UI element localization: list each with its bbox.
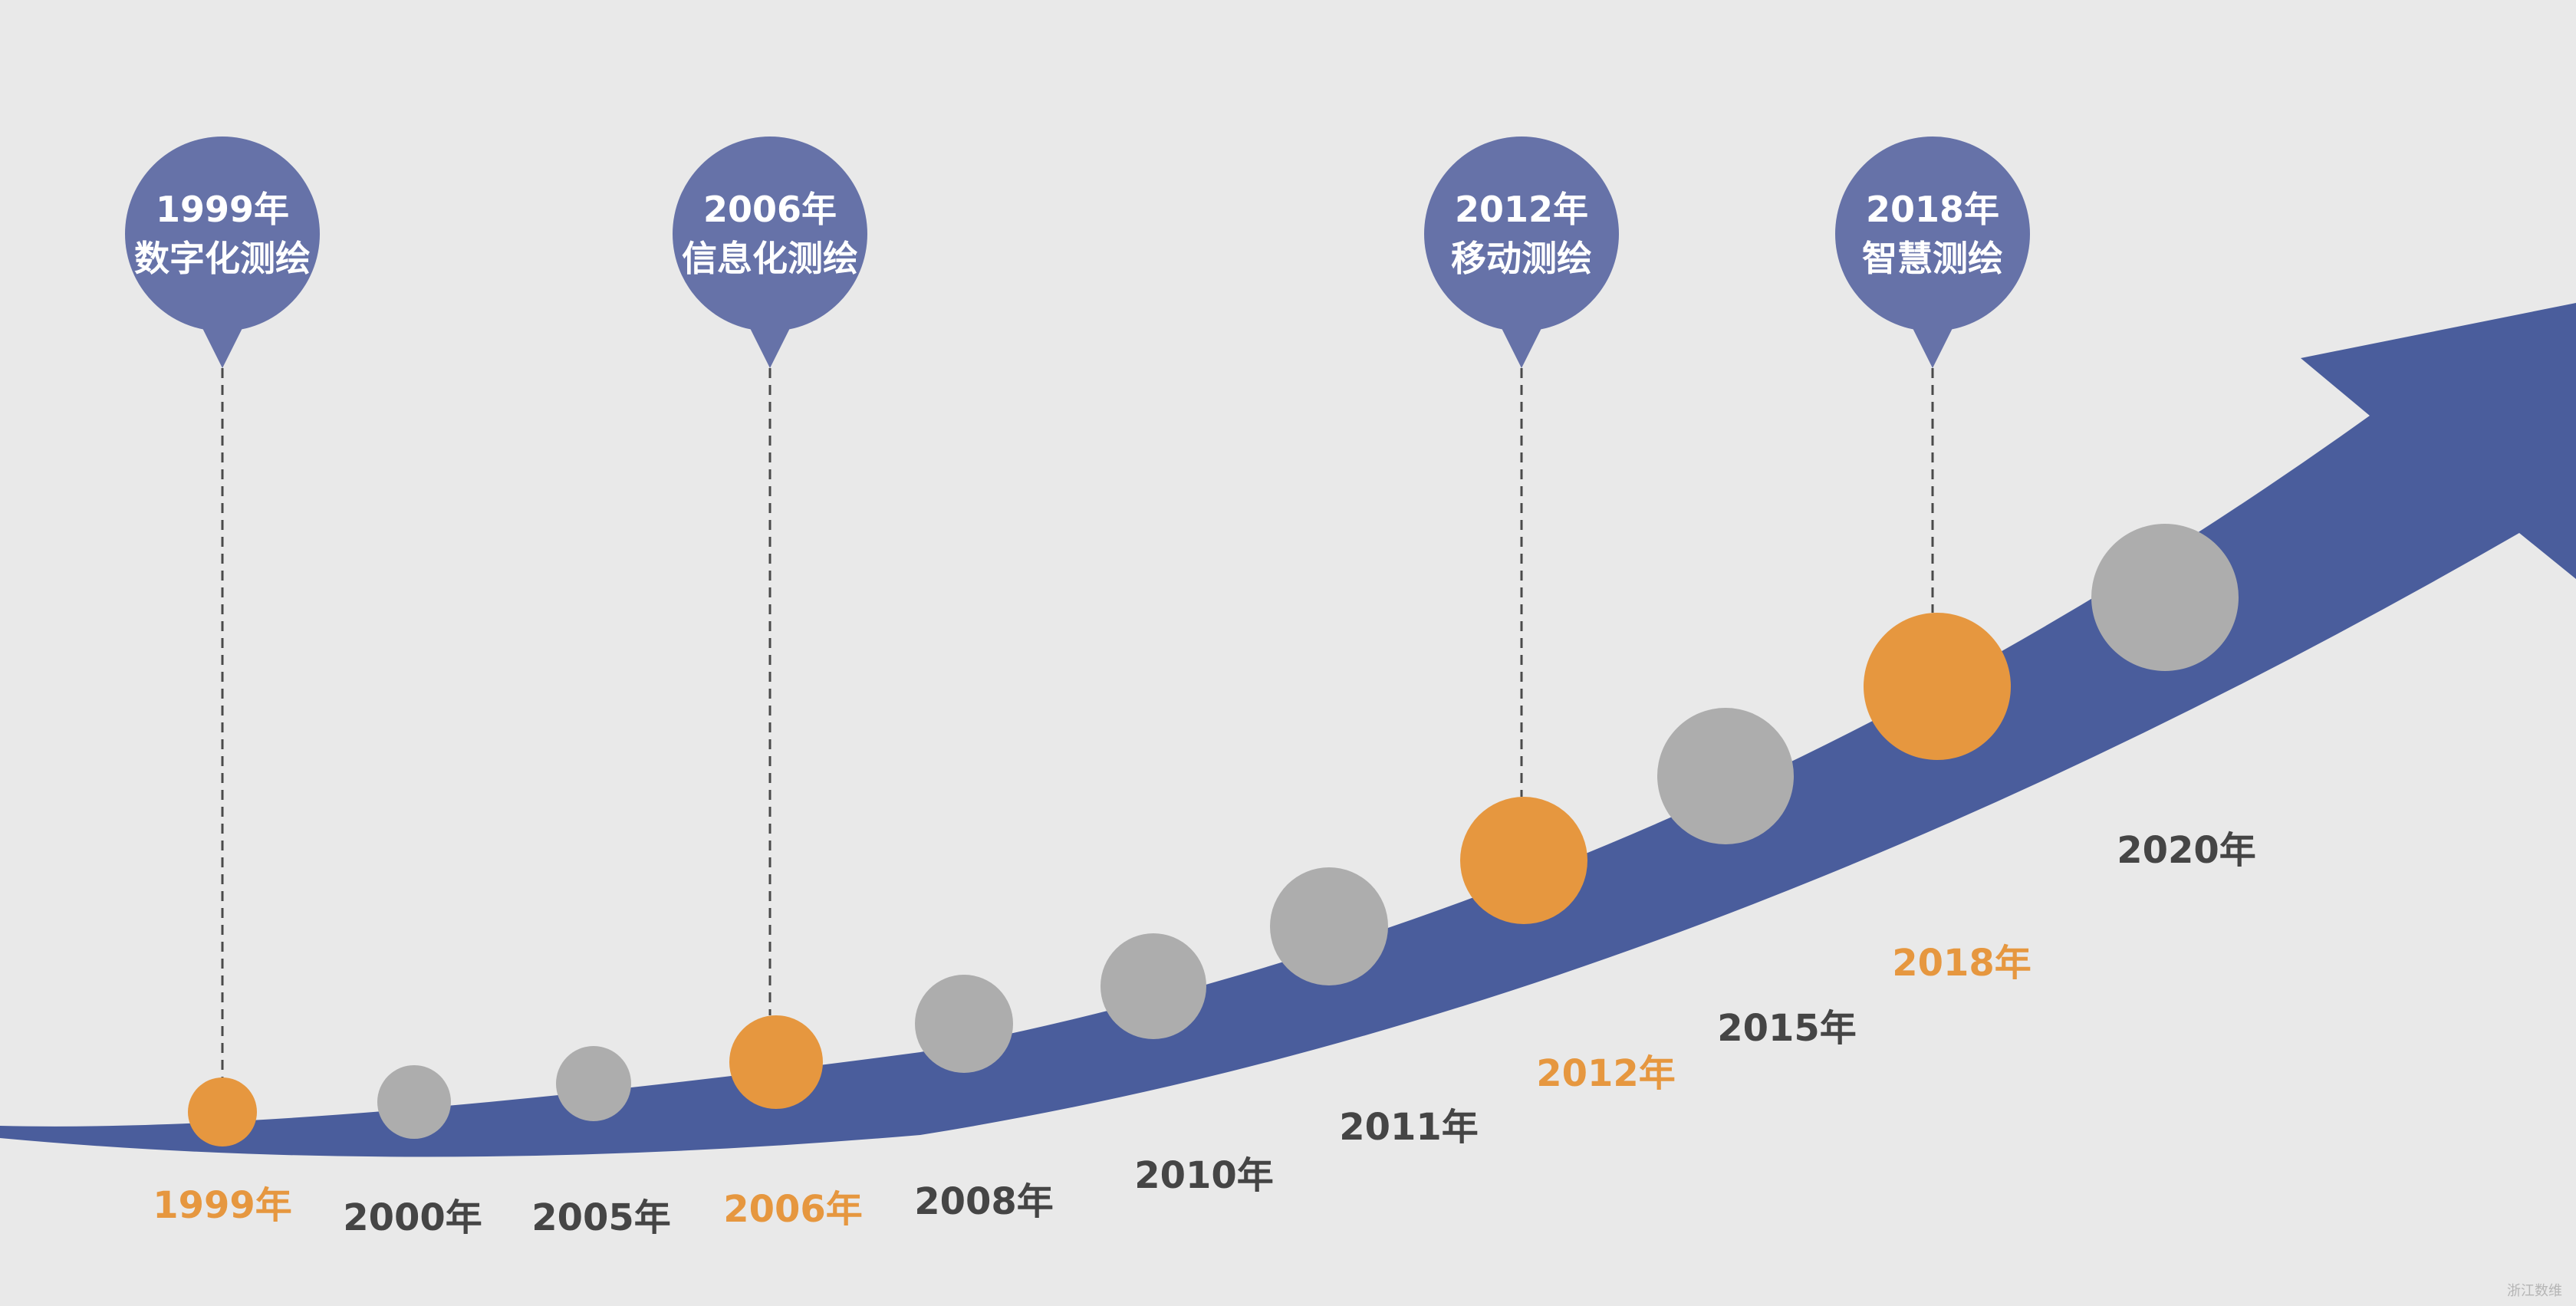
milestone-title: 数字化测绘 (134, 238, 311, 279)
timeline-dot-6 (1100, 933, 1206, 1039)
year-label: 2006年 (723, 1188, 863, 1231)
timeline-dot-5 (915, 975, 1013, 1073)
milestone-title: 智慧测绘 (1862, 238, 2003, 279)
watermark: 浙江数维 (2507, 1283, 2562, 1299)
milestone-pin (125, 137, 320, 331)
milestone-year: 2006年 (702, 189, 837, 230)
year-label: 2000年 (343, 1196, 482, 1239)
timeline-dot-8 (1460, 797, 1587, 924)
milestone-title: 信息化测绘 (682, 238, 858, 279)
milestone-year: 2012年 (1454, 189, 1589, 230)
milestone-year: 2018年 (1865, 189, 2000, 230)
year-label: 2018年 (1892, 942, 2032, 985)
year-label: 2008年 (914, 1180, 1054, 1223)
milestone-pin (1835, 137, 2030, 331)
milestone-pin-pointer (199, 322, 245, 368)
milestone-title: 移动测绘 (1451, 238, 1592, 279)
growth-arrow (0, 303, 2576, 1157)
milestone-text: 2018年智慧测绘 (1862, 185, 2003, 283)
year-label: 2012年 (1536, 1052, 1676, 1095)
milestone-pin-pointer (1499, 322, 1545, 368)
timeline-dot-4 (729, 1015, 823, 1109)
year-label: 2010年 (1134, 1154, 1274, 1197)
milestone-pin (673, 137, 867, 331)
year-label: 2020年 (2117, 829, 2256, 872)
timeline-dot-7 (1270, 867, 1388, 985)
timeline-dot-10 (1864, 613, 2011, 760)
milestone-text: 1999年数字化测绘 (134, 185, 311, 283)
year-label: 1999年 (153, 1184, 292, 1227)
timeline-dot-9 (1657, 708, 1794, 844)
milestone-pin-pointer (747, 322, 793, 368)
timeline-dot-3 (556, 1046, 631, 1121)
milestone-pin-pointer (1910, 322, 1956, 368)
timeline-dot-2 (377, 1065, 451, 1139)
timeline-dot-1 (188, 1077, 257, 1146)
milestone-pin (1424, 137, 1619, 331)
year-label: 2005年 (531, 1196, 671, 1239)
year-label: 2015年 (1717, 1007, 1857, 1050)
year-label: 2011年 (1339, 1106, 1479, 1149)
milestone-text: 2012年移动测绘 (1451, 185, 1592, 283)
milestone-year: 1999年 (155, 189, 290, 230)
timeline-dot-11 (2091, 524, 2239, 671)
milestone-text: 2006年信息化测绘 (682, 185, 858, 283)
